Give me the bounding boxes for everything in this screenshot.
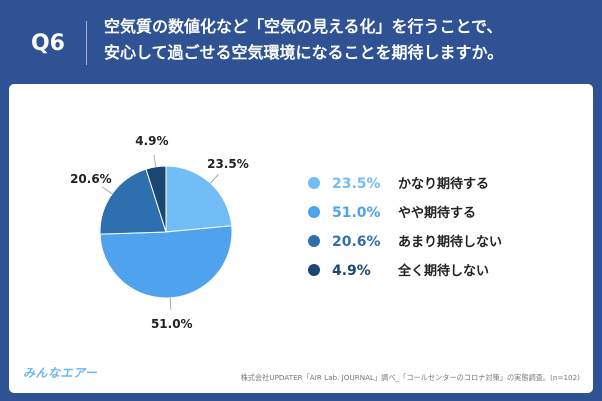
question-line-1: 空気質の数値化など「空気の見える化」を行うことで、 <box>104 17 503 36</box>
chart-card: 23.5% 51.0% 20.6% 4.9% 23.5% かなり期待する 51.0% やや期待… <box>9 84 593 393</box>
pie-slice <box>99 225 233 299</box>
pie-slice <box>99 168 167 235</box>
legend-swatch <box>308 206 320 218</box>
pie-slice <box>165 165 233 233</box>
slice-value-label: 51.0% <box>151 317 193 331</box>
legend-swatch <box>308 177 320 189</box>
leader-line <box>169 297 172 310</box>
legend-swatch <box>308 264 320 276</box>
question-text: 空気質の数値化など「空気の見える化」を行うことで、 安心して過ごせる空気環境にな… <box>104 14 584 66</box>
header: Q6 空気質の数値化など「空気の見える化」を行うことで、 安心して過ごせる空気環… <box>0 0 602 84</box>
pie-chart: 23.5% 51.0% 20.6% 4.9% 23.5% かなり期待する 51.0% やや期待… <box>70 134 502 331</box>
slice-value-label: 20.6% <box>70 172 112 186</box>
leader-line <box>210 174 219 184</box>
question-number: Q6 <box>30 31 65 56</box>
leader-line <box>102 186 113 195</box>
legend-value: 20.6% <box>332 234 381 250</box>
slice-value-label: 4.9% <box>135 134 168 148</box>
source-note: 株式会社UPDATER「AIR Lab. JOURNAL」調べ_「コールセンター… <box>240 373 580 382</box>
slice-value-label: 23.5% <box>207 157 249 171</box>
leader-line <box>153 154 157 167</box>
question-line-2: 安心して過ごせる空気環境になることを期待しますか。 <box>104 43 504 62</box>
legend-value: 4.9% <box>332 263 371 279</box>
legend-label: 全く期待しない <box>397 263 489 279</box>
legend-label: あまり期待しない <box>398 234 502 250</box>
legend-label: かなり期待する <box>398 176 489 192</box>
legend-swatch <box>308 235 320 247</box>
legend-value: 51.0% <box>332 205 381 221</box>
pie-slice <box>145 165 167 233</box>
legend-label: やや期待する <box>398 205 476 221</box>
header-divider <box>86 21 87 65</box>
brand-logo: みんなエアー <box>23 366 98 380</box>
legend-value: 23.5% <box>332 176 381 192</box>
